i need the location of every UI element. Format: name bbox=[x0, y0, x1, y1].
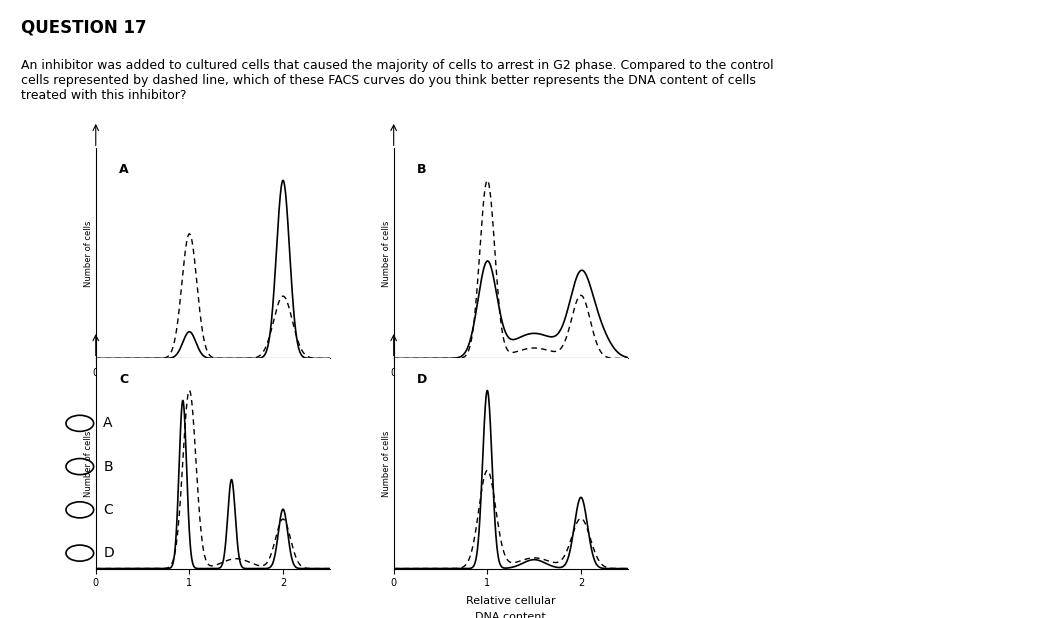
Y-axis label: Number of cells: Number of cells bbox=[382, 220, 390, 287]
Text: D: D bbox=[103, 546, 114, 560]
Text: DNA content: DNA content bbox=[476, 612, 546, 618]
Y-axis label: Number of cells: Number of cells bbox=[84, 430, 93, 497]
Text: D: D bbox=[417, 373, 428, 386]
Text: C: C bbox=[103, 503, 113, 517]
Text: Relative cellular: Relative cellular bbox=[466, 596, 555, 606]
Y-axis label: Number of cells: Number of cells bbox=[84, 220, 93, 287]
Text: An inhibitor was added to cultured cells that caused the majority of cells to ar: An inhibitor was added to cultured cells… bbox=[21, 59, 774, 102]
Text: B: B bbox=[103, 460, 113, 473]
Text: B: B bbox=[417, 163, 427, 176]
Y-axis label: Number of cells: Number of cells bbox=[382, 430, 390, 497]
Text: C: C bbox=[119, 373, 129, 386]
Text: A: A bbox=[119, 163, 129, 176]
Text: QUESTION 17: QUESTION 17 bbox=[21, 19, 147, 36]
Text: A: A bbox=[103, 417, 113, 430]
